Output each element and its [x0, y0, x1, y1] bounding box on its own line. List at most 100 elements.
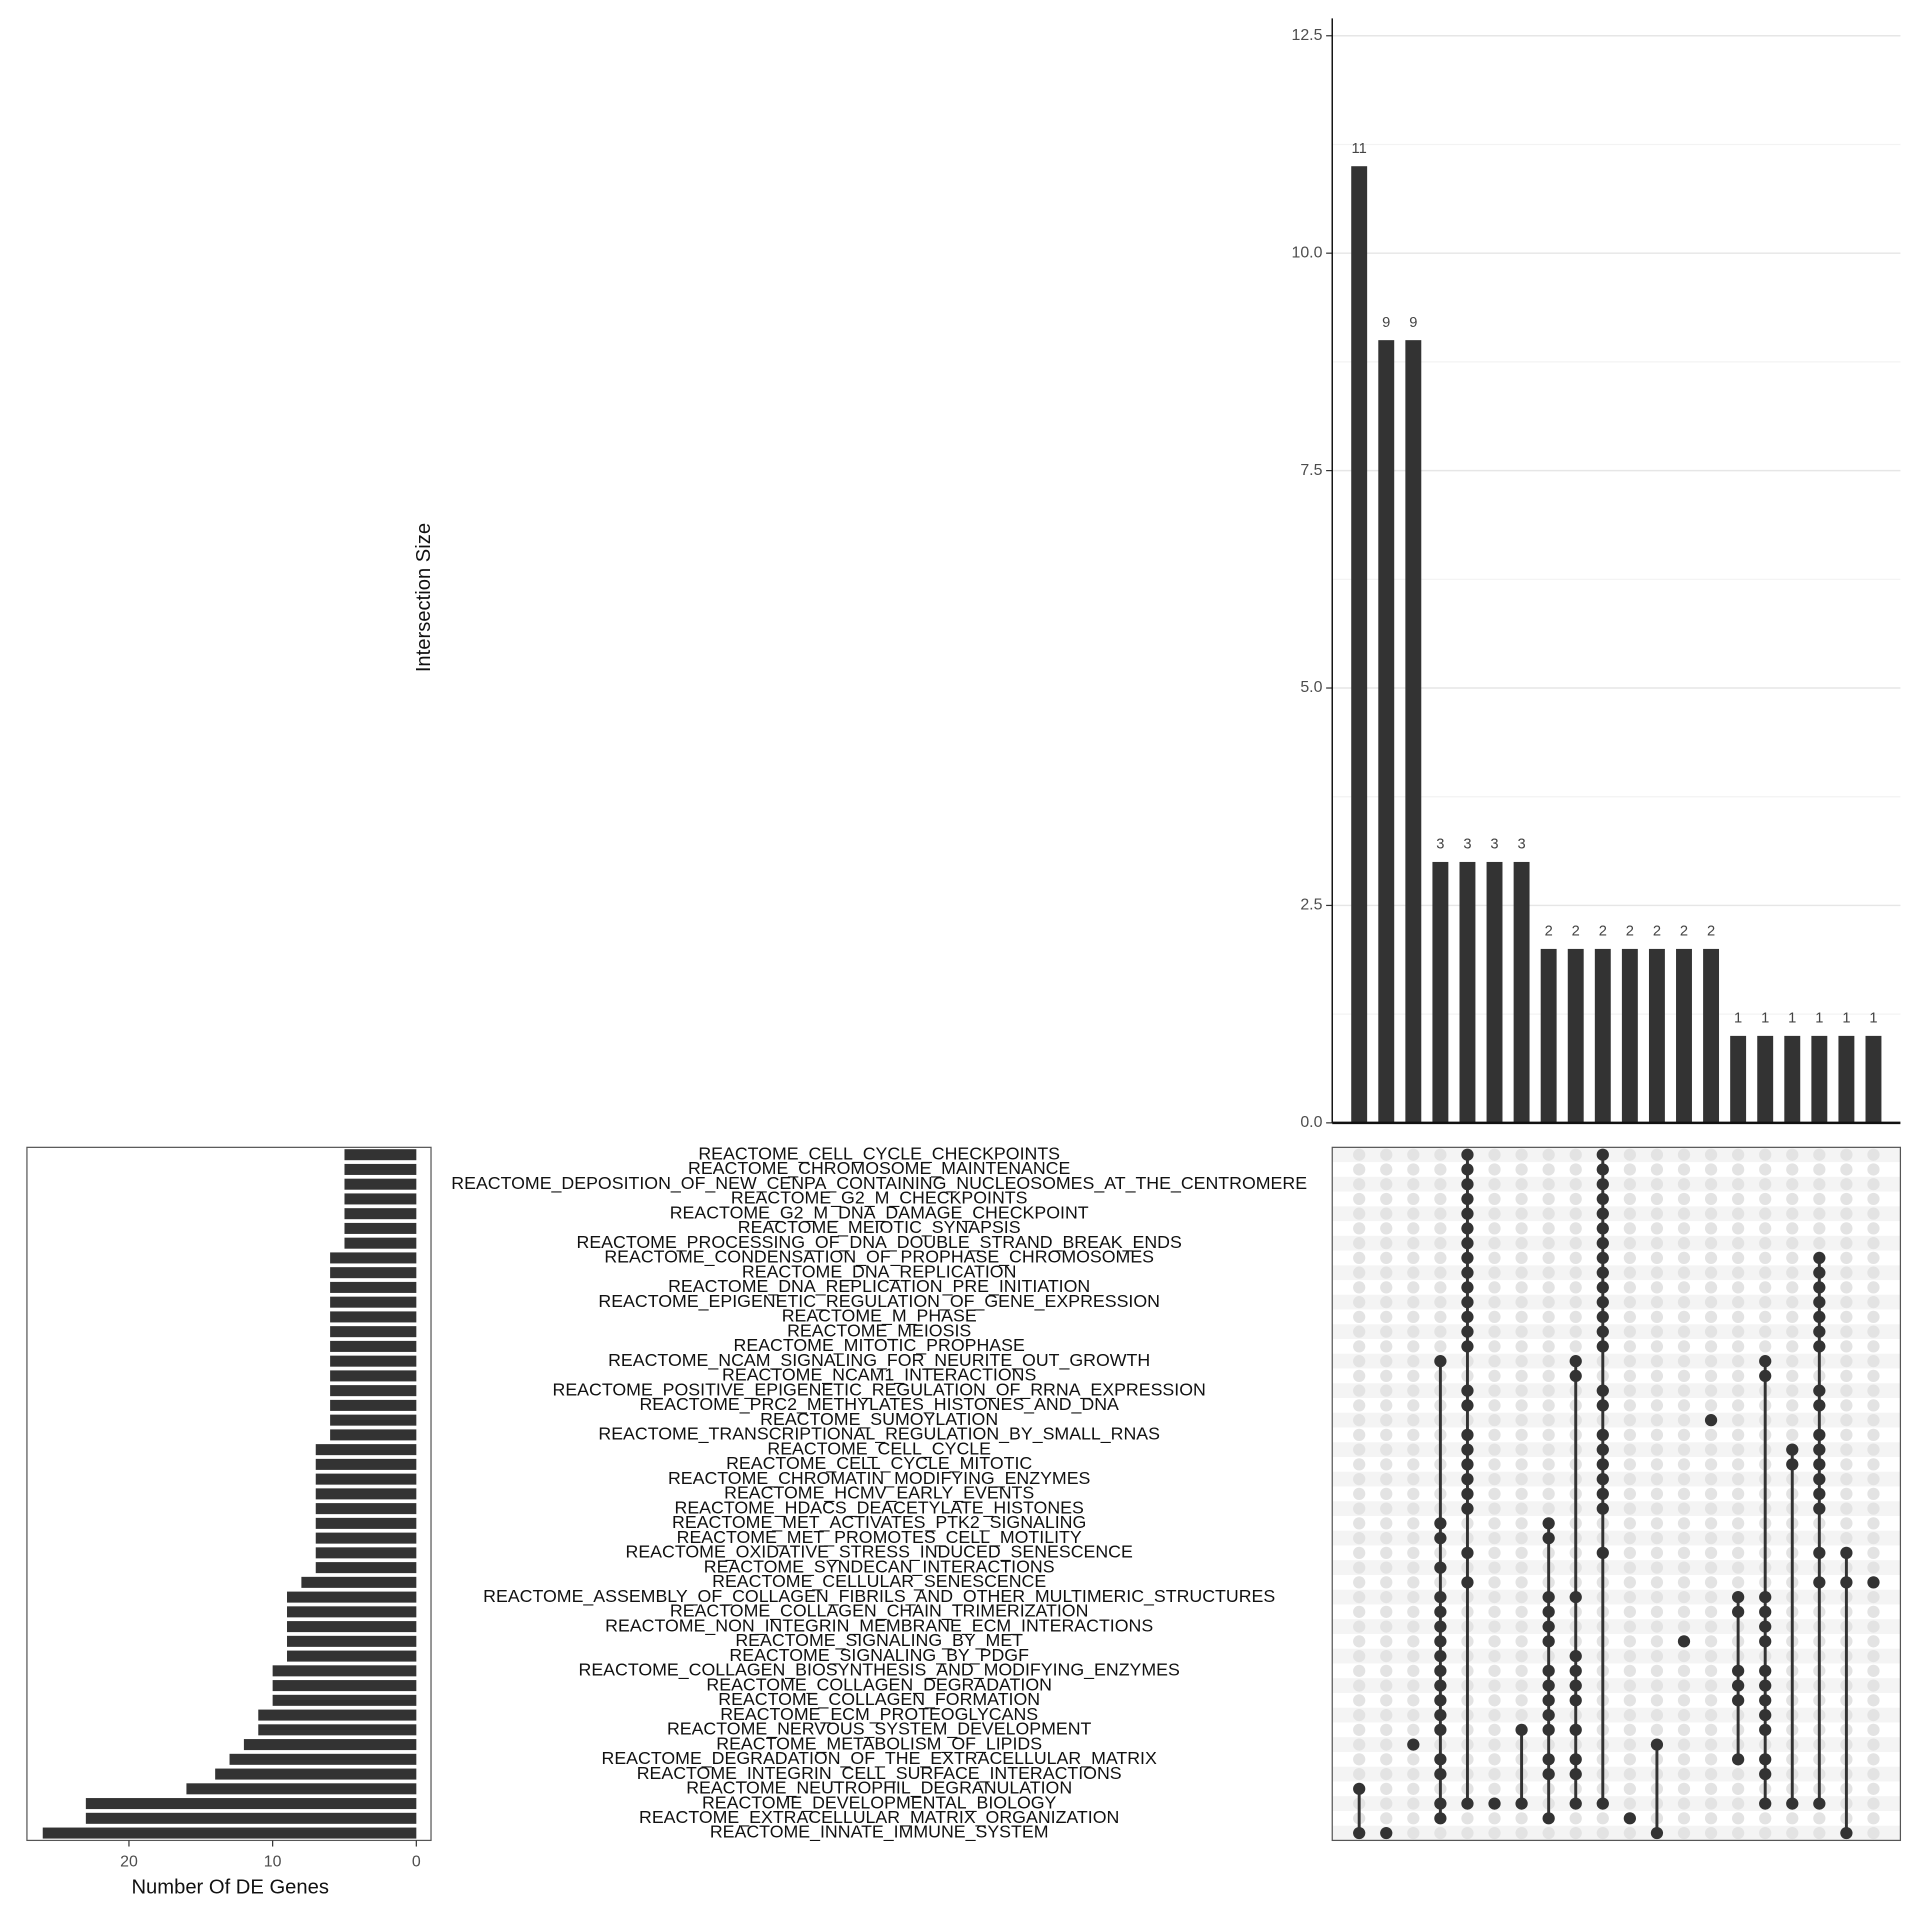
set-name: REACTOME_CELLULAR_SENESCENCE [712, 1571, 1046, 1592]
empty-dot [1704, 1826, 1718, 1840]
filled-dot [1596, 1340, 1609, 1353]
empty-dot [1407, 1561, 1420, 1574]
empty-dot [1407, 1443, 1420, 1456]
empty-dot [1353, 1753, 1366, 1766]
intersection-bar [1811, 1035, 1828, 1123]
empty-dot [1650, 1487, 1664, 1500]
filled-dot [1461, 1310, 1474, 1324]
intersection-bar [1648, 948, 1665, 1123]
empty-dot [1650, 1517, 1664, 1530]
empty-dot [1380, 1192, 1393, 1206]
empty-dot [1732, 1384, 1745, 1397]
empty-dot [1677, 1487, 1691, 1500]
set-size-bar [315, 1547, 417, 1559]
empty-dot [1353, 1738, 1366, 1751]
empty-dot [1488, 1738, 1501, 1751]
empty-dot [1380, 1738, 1393, 1751]
set-name: REACTOME_G2_M_DNA_DAMAGE_CHECKPOINT [670, 1202, 1089, 1223]
filled-dot [1813, 1473, 1826, 1486]
empty-dot [1353, 1384, 1366, 1397]
set-name: REACTOME_TRANSCRIPTIONAL_REGULATION_BY_S… [598, 1424, 1160, 1445]
set-size-bar [229, 1753, 417, 1765]
empty-dot [1542, 1414, 1555, 1427]
empty-dot [1840, 1355, 1853, 1368]
empty-dot [1515, 1605, 1528, 1618]
empty-dot [1650, 1266, 1664, 1279]
intersection-bar [1486, 861, 1503, 1123]
set-size-bar [315, 1444, 417, 1456]
empty-dot [1677, 1546, 1691, 1559]
filled-dot [1434, 1649, 1447, 1663]
empty-dot [1704, 1355, 1718, 1368]
empty-dot [1732, 1222, 1745, 1235]
filled-dot [1867, 1576, 1880, 1589]
empty-dot [1677, 1649, 1691, 1663]
empty-dot [1650, 1620, 1664, 1633]
empty-dot [1650, 1355, 1664, 1368]
empty-dot [1515, 1281, 1528, 1294]
empty-dot [1623, 1296, 1636, 1309]
empty-dot [1677, 1340, 1691, 1353]
empty-dot [1623, 1502, 1636, 1515]
filled-dot [1813, 1251, 1826, 1265]
empty-dot [1380, 1384, 1393, 1397]
empty-dot [1650, 1708, 1664, 1722]
matrix-row-stripe [1332, 1501, 1901, 1516]
bar-value-label: 2 [1680, 924, 1688, 940]
empty-dot [1434, 1266, 1447, 1279]
empty-dot [1623, 1340, 1636, 1353]
empty-dot [1623, 1708, 1636, 1722]
empty-dot [1569, 1812, 1582, 1825]
empty-dot [1677, 1767, 1691, 1781]
filled-dot [1434, 1517, 1447, 1530]
empty-dot [1515, 1310, 1528, 1324]
empty-dot [1353, 1590, 1366, 1604]
empty-dot [1813, 1163, 1826, 1176]
empty-dot [1650, 1679, 1664, 1692]
empty-dot [1353, 1281, 1366, 1294]
empty-dot [1867, 1458, 1880, 1471]
empty-dot [1759, 1310, 1772, 1324]
empty-dot [1623, 1325, 1636, 1338]
set-name: REACTOME_COLLAGEN_DEGRADATION [706, 1674, 1052, 1695]
empty-dot [1623, 1561, 1636, 1574]
set-size-bar [315, 1532, 417, 1544]
empty-dot [1786, 1812, 1799, 1825]
filled-dot [1596, 1222, 1609, 1235]
empty-dot [1380, 1251, 1393, 1265]
set-name: REACTOME_SYNDECAN_INTERACTIONS [704, 1556, 1055, 1577]
empty-dot [1786, 1163, 1799, 1176]
empty-dot [1515, 1679, 1528, 1692]
filled-dot [1759, 1767, 1772, 1781]
filled-dot [1759, 1664, 1772, 1677]
empty-dot [1704, 1812, 1718, 1825]
empty-dot [1488, 1605, 1501, 1618]
empty-dot [1380, 1723, 1393, 1736]
empty-dot [1650, 1502, 1664, 1515]
empty-dot [1353, 1296, 1366, 1309]
set-name: REACTOME_MET_PROMOTES_CELL_MOTILITY [677, 1527, 1082, 1548]
empty-dot [1704, 1546, 1718, 1559]
empty-dot [1353, 1473, 1366, 1486]
filled-dot [1650, 1826, 1664, 1840]
empty-dot [1623, 1178, 1636, 1191]
empty-dot [1596, 1812, 1609, 1825]
empty-dot [1488, 1753, 1501, 1766]
empty-dot [1488, 1782, 1501, 1795]
empty-dot [1704, 1753, 1718, 1766]
empty-dot [1677, 1620, 1691, 1633]
matrix-row-stripe [1332, 1648, 1901, 1664]
empty-dot [1786, 1399, 1799, 1412]
empty-dot [1867, 1355, 1880, 1368]
set-size-bar [258, 1724, 417, 1736]
empty-dot [1732, 1517, 1745, 1530]
empty-dot [1623, 1399, 1636, 1412]
empty-dot [1623, 1458, 1636, 1471]
empty-dot [1650, 1369, 1664, 1383]
filled-dot [1434, 1531, 1447, 1545]
intersection-bar [1432, 861, 1449, 1123]
empty-dot [1353, 1694, 1366, 1707]
empty-dot [1488, 1355, 1501, 1368]
empty-dot [1623, 1414, 1636, 1427]
empty-dot [1488, 1399, 1501, 1412]
